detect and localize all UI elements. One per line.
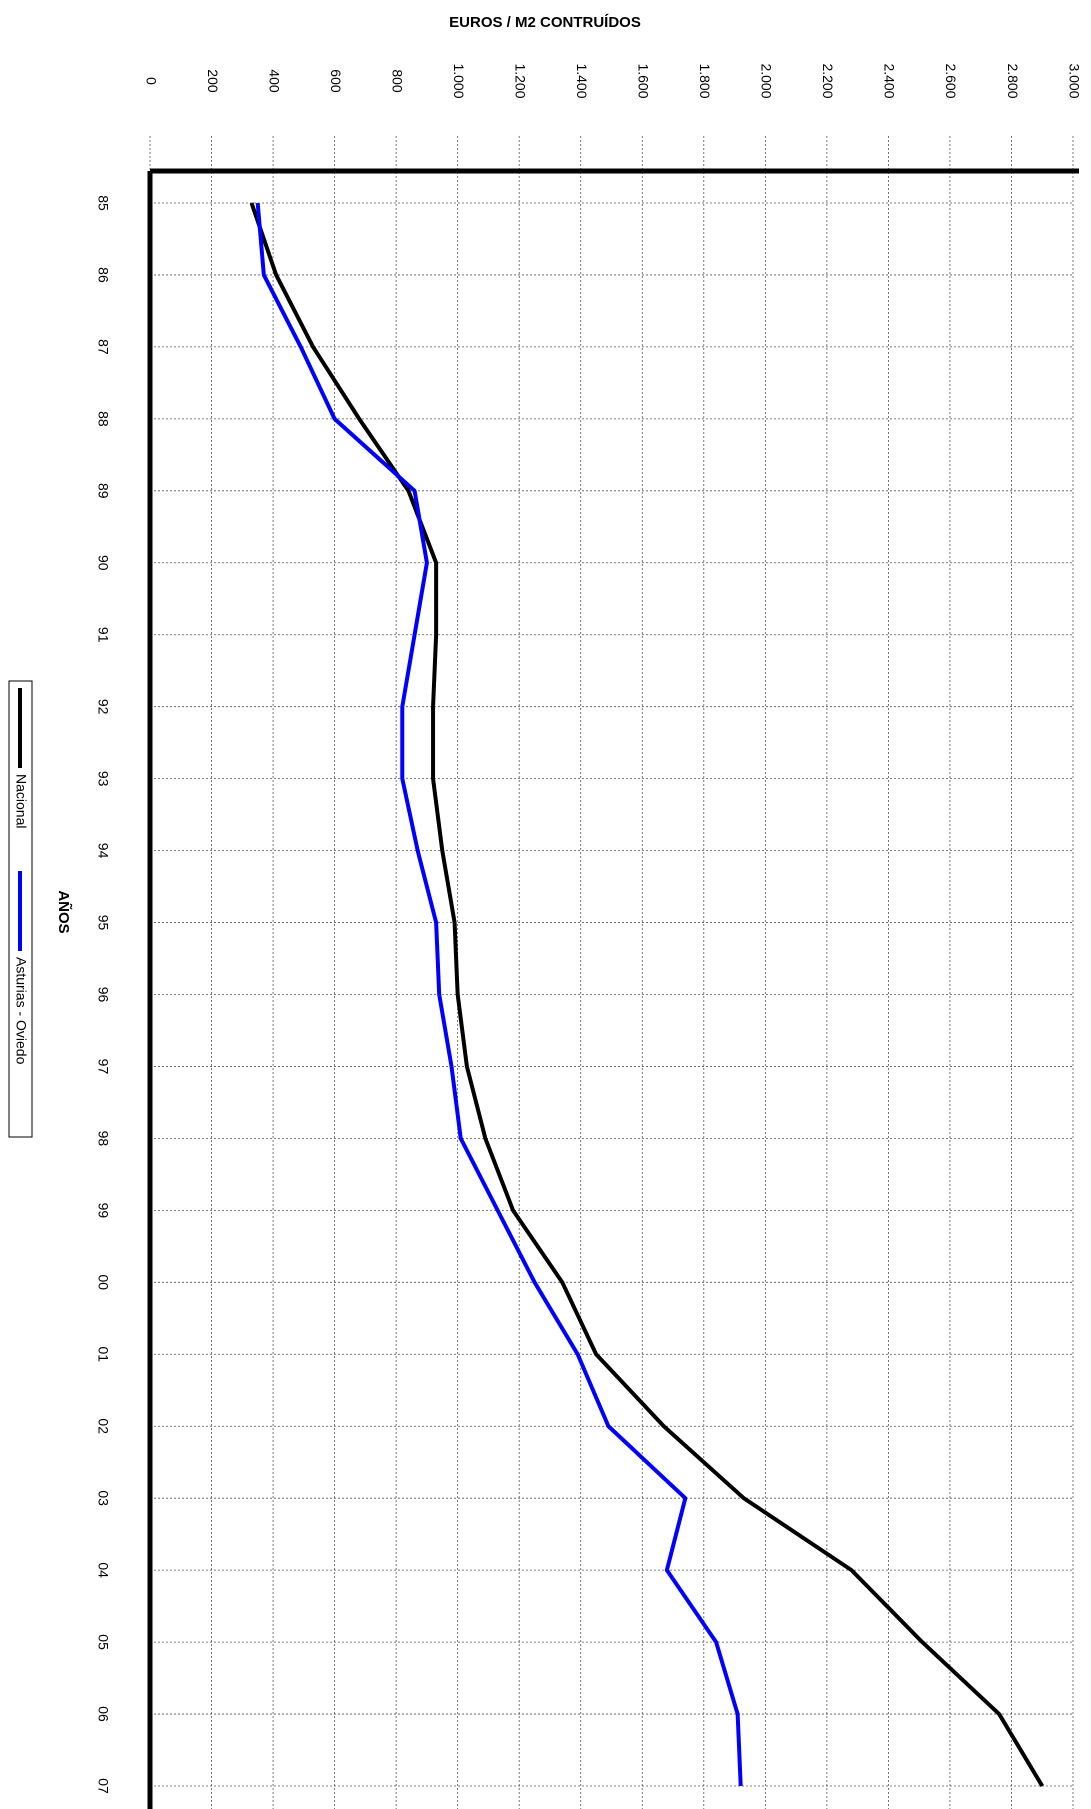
x-tick-label: 07 (95, 1778, 111, 1794)
x-tick-label: 02 (95, 1418, 111, 1434)
x-tick-label: 99 (95, 1203, 111, 1219)
y-tick-label: 2.600 (943, 63, 959, 98)
y-tick-label: 3.000 (1066, 63, 1082, 98)
x-tick-label: 96 (95, 987, 111, 1003)
y-tick-label: 1.400 (574, 63, 590, 98)
x-tick-label: 94 (95, 843, 111, 859)
y-tick-label: 0 (143, 77, 159, 85)
x-tick-label: 86 (95, 267, 111, 283)
y-tick-label: 1.600 (636, 63, 652, 98)
x-tick-label: 89 (95, 483, 111, 499)
y-tick-label: 1.000 (451, 63, 467, 98)
y-tick-label: 2.000 (759, 63, 775, 98)
x-tick-label: 92 (95, 699, 111, 715)
chart-title: EUROS / M2 CONTRUÍDOS (449, 14, 641, 31)
x-tick-label: 90 (95, 555, 111, 571)
x-tick-label: 98 (95, 1131, 111, 1147)
y-tick-label: 2.400 (882, 63, 898, 98)
y-tick-label: 2.200 (820, 63, 836, 98)
x-tick-label: 91 (95, 627, 111, 643)
x-tick-label: 88 (95, 411, 111, 427)
line-series (249, 202, 1044, 1788)
y-tick-label: 1.800 (697, 63, 713, 98)
y-tick-label: 800 (389, 69, 405, 93)
x-tick-label: 85 (95, 195, 111, 211)
x-tick-label: 87 (95, 339, 111, 355)
y-tick-label: 2.800 (1005, 63, 1021, 98)
y-tick-label: 1.200 (512, 63, 528, 98)
x-tick-label: 05 (95, 1634, 111, 1650)
legend-label: Asturias - Oviedo (13, 957, 29, 1065)
x-tick-label: 04 (95, 1562, 111, 1578)
x-tick-label: 03 (95, 1490, 111, 1506)
y-tick-label: 400 (266, 69, 282, 93)
y-tick-label: 200 (205, 69, 221, 93)
x-tick-label: 06 (95, 1706, 111, 1722)
x-tick-label: 00 (95, 1275, 111, 1291)
legend-label: Nacional (13, 774, 29, 828)
x-tick-label: 97 (95, 1059, 111, 1075)
x-tick-label: 01 (95, 1346, 111, 1362)
y-tick-label: 600 (328, 69, 344, 93)
x-tick-label: 95 (95, 915, 111, 931)
line-series (255, 202, 743, 1787)
x-axis-title: AÑOS (55, 890, 73, 933)
x-tick-label: 93 (95, 771, 111, 787)
